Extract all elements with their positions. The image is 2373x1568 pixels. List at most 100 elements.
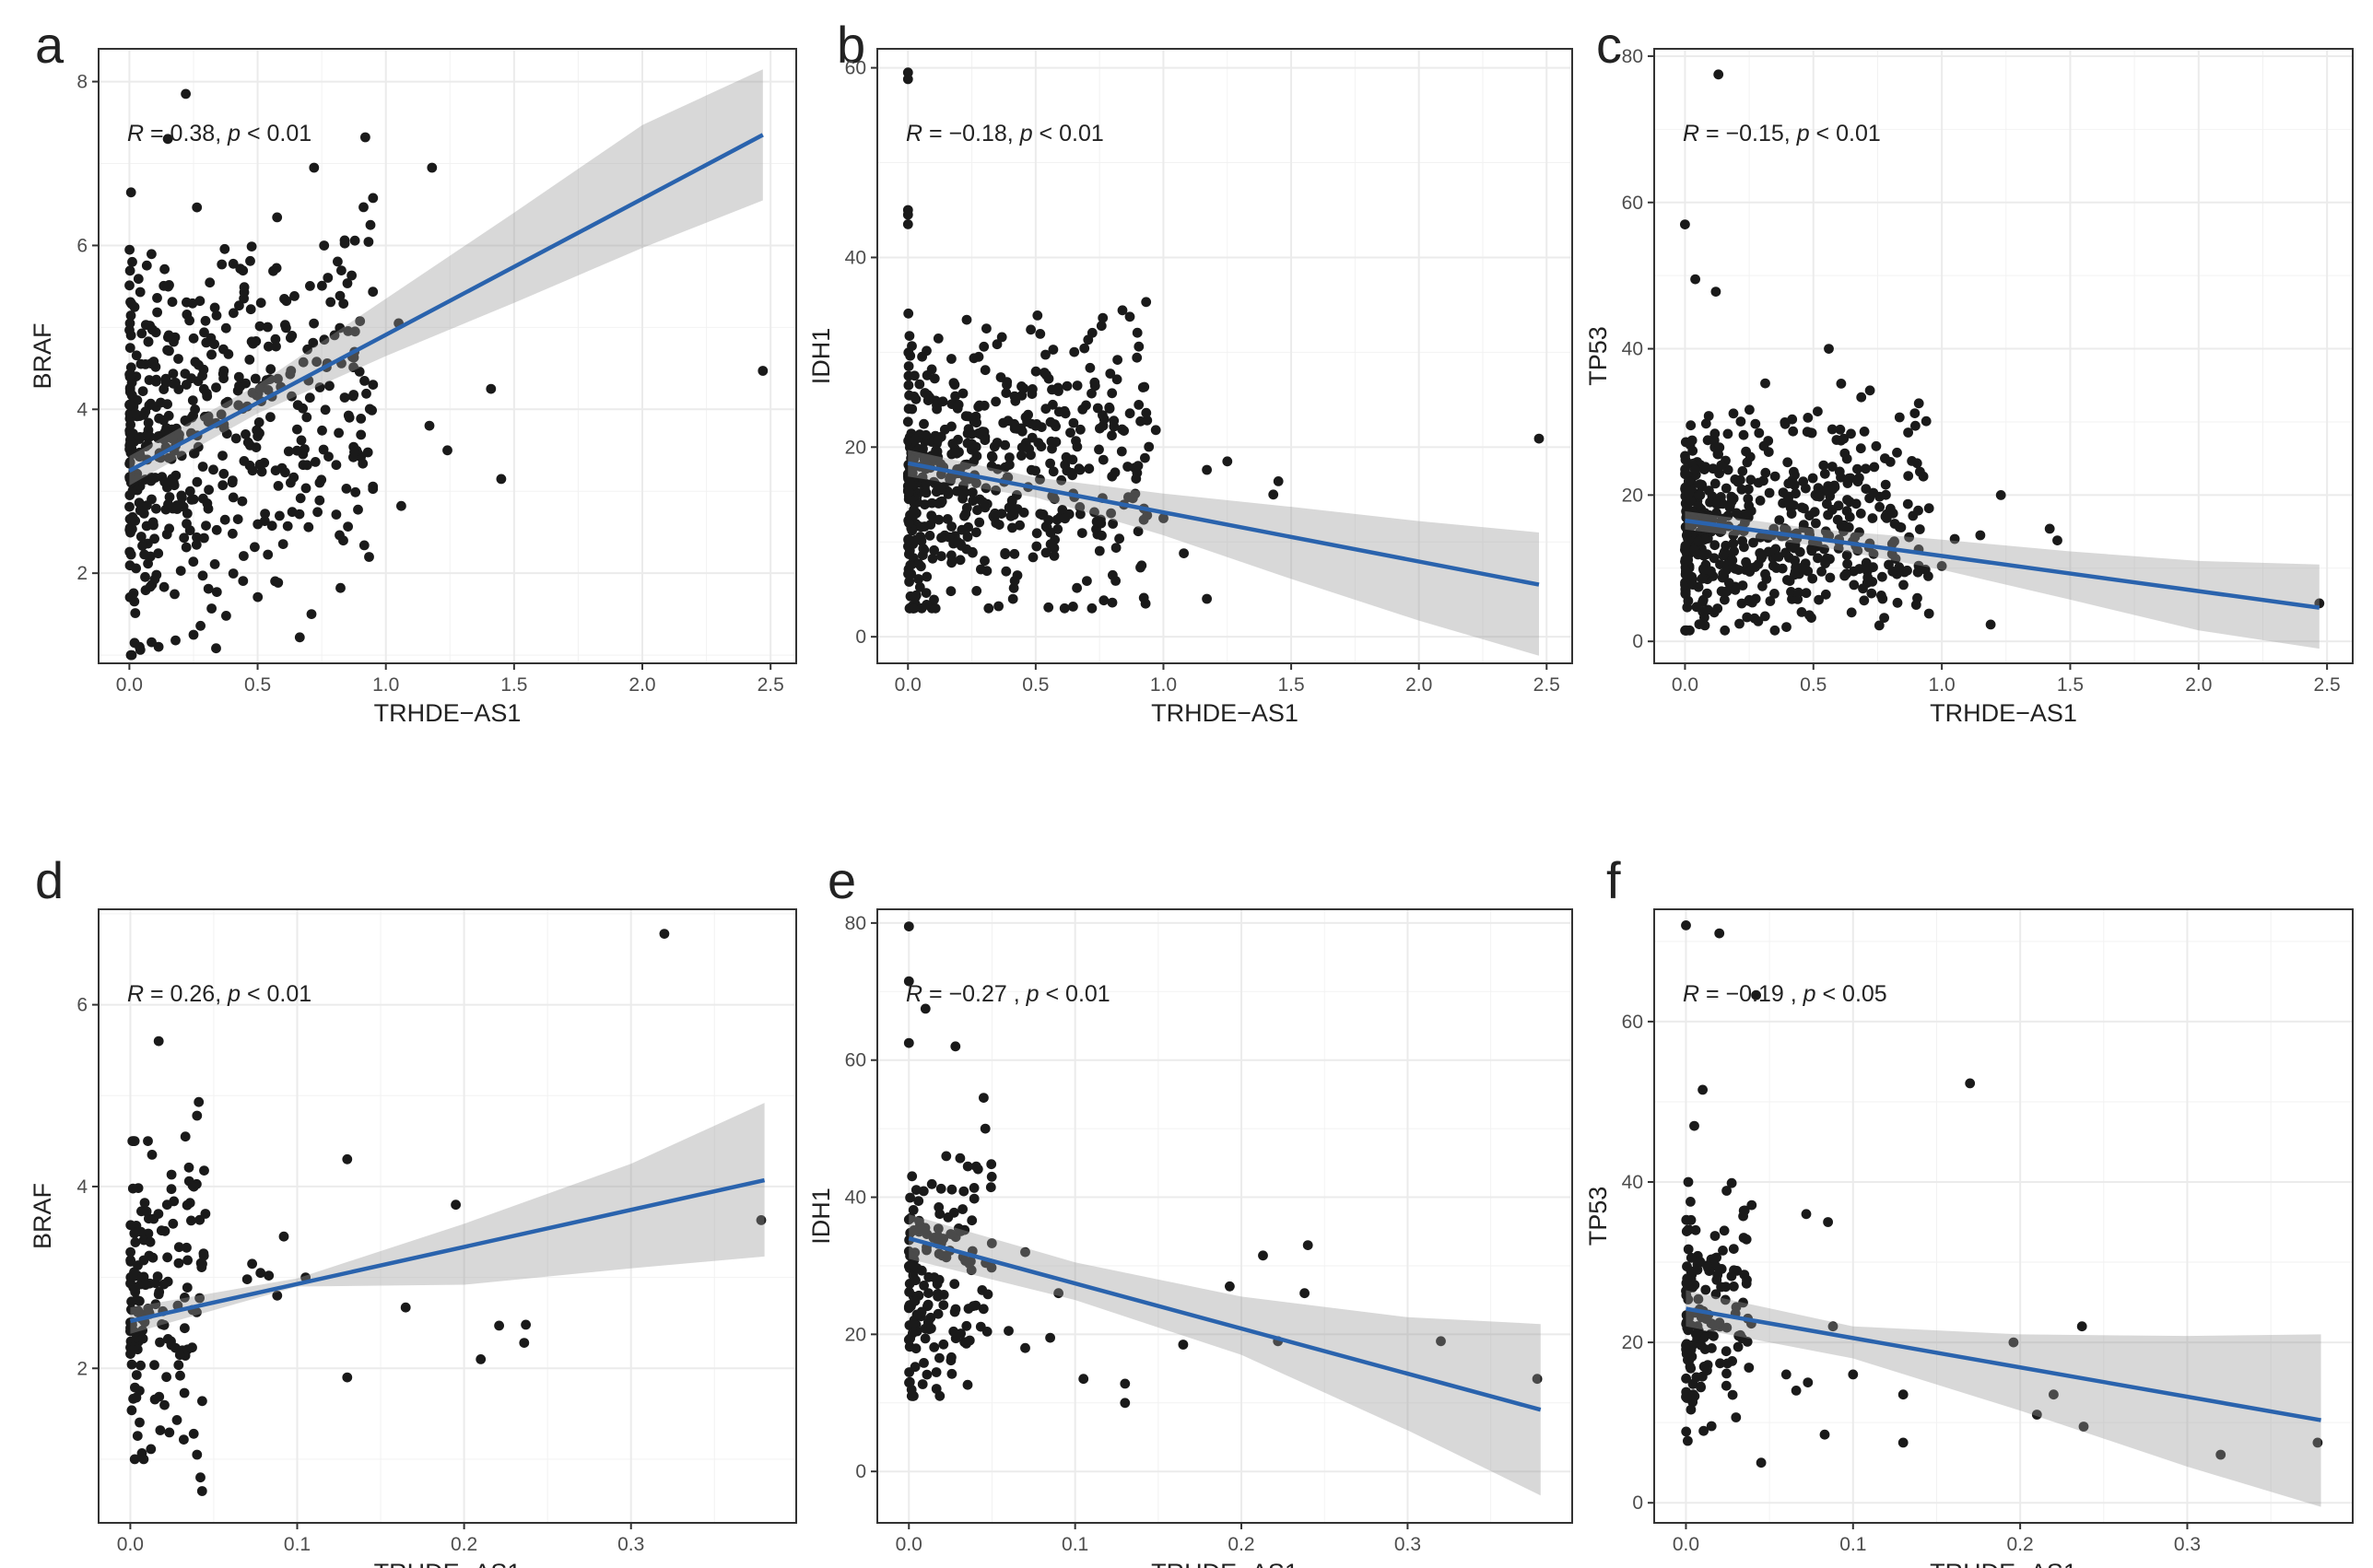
data-point: [1699, 523, 1710, 533]
data-point: [361, 388, 371, 399]
data-point: [1791, 488, 1801, 499]
data-point: [286, 366, 297, 376]
data-point: [1751, 989, 1761, 1000]
y-tick-label: 4: [76, 1176, 88, 1198]
data-point: [143, 417, 154, 428]
data-point: [1089, 507, 1099, 518]
data-point: [1682, 1393, 1692, 1403]
data-point: [1108, 519, 1118, 529]
data-point: [1718, 550, 1729, 561]
data-point: [151, 569, 162, 580]
data-point: [1697, 481, 1708, 492]
data-point: [347, 270, 357, 281]
data-point: [985, 1182, 996, 1193]
x-axis-title: TRHDE−AS1: [1930, 1559, 2077, 1568]
data-point: [1729, 1281, 1739, 1292]
y-tick-label: 20: [1622, 1332, 1643, 1353]
data-point: [910, 393, 922, 404]
data-point: [232, 514, 243, 524]
data-point: [312, 507, 323, 518]
data-point: [234, 300, 244, 311]
data-point: [957, 1204, 968, 1214]
data-point: [904, 331, 915, 341]
data-point: [946, 1229, 957, 1239]
data-point: [130, 1382, 140, 1393]
scatter-points: [125, 929, 767, 1496]
data-point: [1894, 412, 1905, 423]
data-point: [1687, 579, 1698, 590]
data-point: [211, 524, 222, 535]
data-point: [496, 474, 507, 485]
data-point: [1697, 573, 1708, 584]
data-point: [170, 470, 182, 481]
data-point: [982, 1289, 993, 1300]
data-point: [1683, 1244, 1694, 1255]
data-point: [983, 603, 994, 614]
data-point: [980, 365, 991, 376]
data-point: [922, 1299, 934, 1310]
data-point: [1742, 1337, 1753, 1347]
data-point: [1722, 428, 1733, 439]
data-point: [1131, 474, 1142, 484]
y-tick-label: 4: [76, 399, 88, 420]
data-point: [1949, 533, 1960, 544]
data-point: [184, 525, 195, 536]
data-point: [1682, 602, 1693, 613]
data-point: [908, 1205, 919, 1215]
x-tick-label: 1.5: [500, 674, 527, 696]
data-point: [135, 1360, 147, 1371]
data-point: [358, 458, 369, 469]
data-point: [150, 1299, 161, 1310]
x-tick-label: 1.0: [1929, 674, 1956, 696]
data-point: [1268, 489, 1279, 500]
data-point: [168, 1218, 179, 1229]
data-point: [254, 321, 265, 332]
data-point: [1923, 503, 1934, 514]
panel-b: b 0.0 0.5 1.0 1.5 2.0 2.5 0 20 40 60 TRHDE−AS1 IDH1 R…: [807, 16, 1573, 727]
confidence-band: [1685, 510, 2320, 649]
data-point: [238, 265, 249, 276]
data-point: [239, 282, 250, 293]
data-point: [1827, 1321, 1838, 1332]
data-point: [964, 1335, 975, 1346]
data-point: [167, 297, 178, 308]
data-point: [1721, 1368, 1732, 1379]
data-point: [325, 297, 336, 308]
data-point: [1834, 466, 1845, 477]
data-point: [263, 549, 274, 560]
data-point: [348, 362, 358, 373]
data-point: [1774, 515, 1785, 525]
data-point: [945, 474, 955, 485]
y-axis-title: TP53: [1584, 1187, 1612, 1246]
confidence-band: [909, 1214, 1541, 1496]
data-point: [1065, 427, 1075, 438]
data-point: [1849, 579, 1860, 591]
data-point: [331, 460, 342, 471]
data-point: [1803, 1377, 1814, 1387]
data-point: [1273, 476, 1284, 486]
panel-letter: d: [35, 851, 64, 909]
data-point: [314, 477, 325, 488]
data-point: [1008, 509, 1019, 521]
data-point: [905, 591, 916, 602]
data-point: [1782, 493, 1793, 504]
y-tick-label: 60: [845, 1050, 866, 1071]
data-point: [1788, 426, 1799, 437]
data-point: [1039, 368, 1050, 378]
data-point: [917, 351, 927, 362]
data-point: [1880, 453, 1890, 463]
data-point: [1880, 479, 1891, 490]
data-point: [282, 521, 293, 532]
data-point: [202, 388, 212, 399]
data-point: [264, 341, 274, 352]
panel-border: [876, 48, 1573, 664]
data-point: [1703, 604, 1713, 615]
data-point: [1067, 454, 1078, 465]
data-point: [910, 1343, 922, 1354]
y-tick-label: 6: [76, 235, 88, 256]
data-point: [962, 532, 973, 543]
data-point: [995, 372, 1006, 382]
data-point: [1756, 1457, 1767, 1469]
data-point: [253, 519, 264, 530]
data-point: [1879, 613, 1889, 623]
